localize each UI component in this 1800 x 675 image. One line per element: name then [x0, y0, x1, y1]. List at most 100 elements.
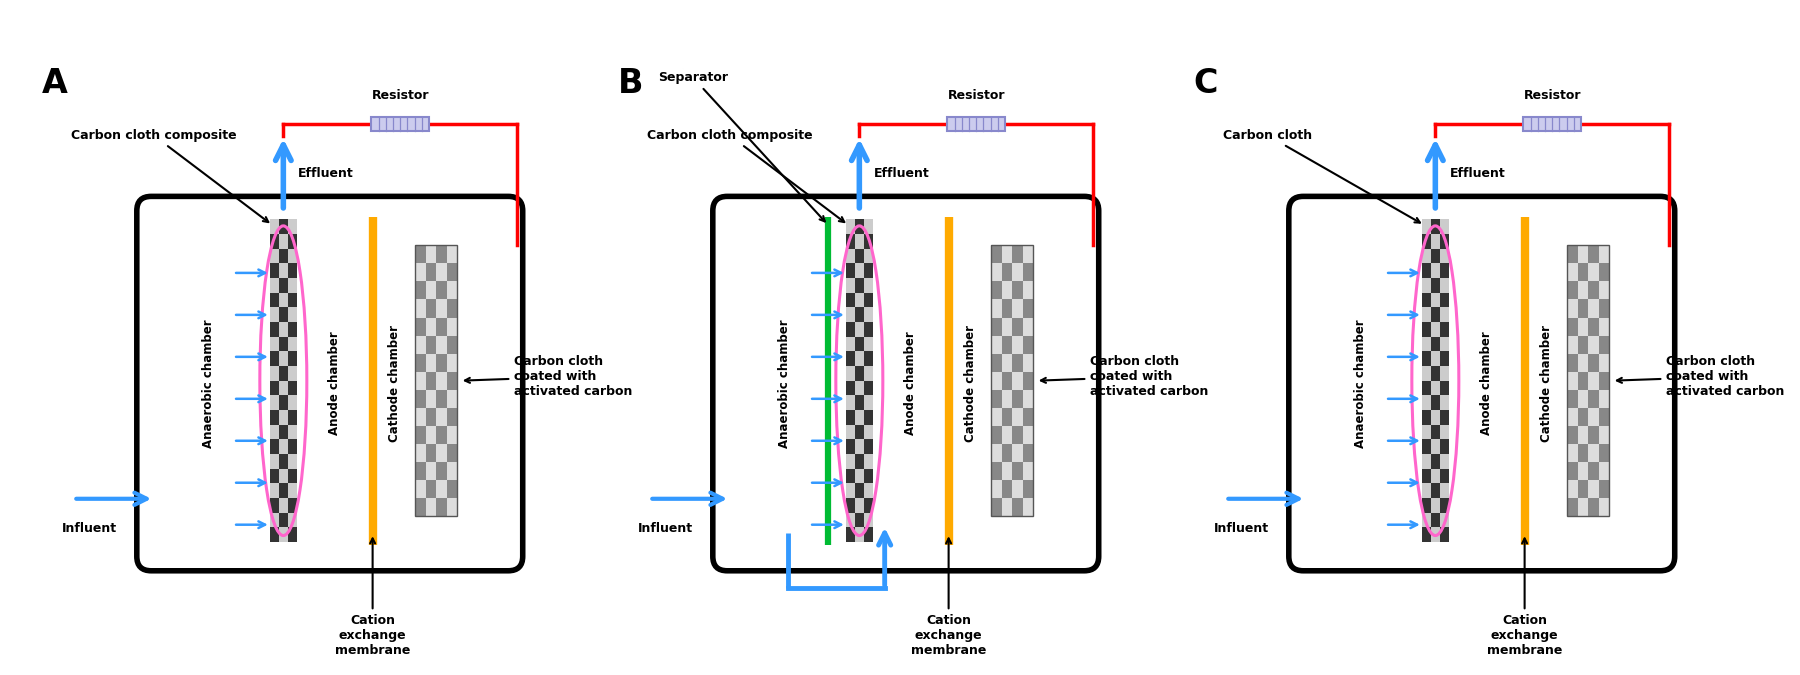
Bar — [1431, 425, 1440, 439]
Bar — [1012, 408, 1022, 426]
Bar — [855, 249, 864, 263]
Bar — [1422, 337, 1431, 352]
Bar — [1012, 317, 1022, 335]
Bar — [1422, 366, 1431, 381]
Bar — [436, 263, 446, 281]
Bar — [416, 263, 427, 281]
Bar — [279, 454, 288, 468]
Bar — [1598, 444, 1609, 462]
Bar — [1431, 381, 1440, 396]
Bar — [1431, 263, 1440, 278]
Bar — [846, 366, 855, 381]
Bar — [846, 263, 855, 278]
FancyBboxPatch shape — [1289, 196, 1674, 571]
Bar — [1422, 527, 1431, 542]
Bar — [1431, 439, 1440, 454]
Bar — [1022, 263, 1033, 281]
Bar — [416, 281, 427, 300]
Bar — [279, 249, 288, 263]
Bar — [1568, 498, 1579, 516]
Text: C: C — [1193, 67, 1219, 100]
Bar — [288, 454, 297, 468]
Bar — [446, 408, 457, 426]
Bar — [270, 307, 279, 322]
Bar — [416, 300, 427, 317]
Bar — [1588, 281, 1598, 300]
Bar — [1003, 498, 1012, 516]
Bar — [992, 300, 1003, 317]
Bar — [279, 483, 288, 498]
Bar — [864, 425, 873, 439]
Bar — [992, 408, 1003, 426]
Bar — [1568, 372, 1579, 389]
Bar — [1440, 307, 1449, 322]
Bar — [416, 480, 427, 498]
Bar — [288, 425, 297, 439]
Bar — [416, 354, 427, 372]
Bar — [846, 278, 855, 293]
Bar — [1431, 366, 1440, 381]
Bar — [855, 396, 864, 410]
Bar — [1598, 354, 1609, 372]
Bar — [992, 444, 1003, 462]
Bar — [1431, 293, 1440, 307]
Bar — [270, 425, 279, 439]
Bar — [846, 234, 855, 249]
Bar — [1440, 454, 1449, 468]
Bar — [1440, 527, 1449, 542]
Bar — [1022, 300, 1033, 317]
Bar — [1003, 389, 1012, 408]
Bar — [1003, 281, 1012, 300]
Bar — [1598, 389, 1609, 408]
Bar — [992, 462, 1003, 480]
Bar — [1440, 366, 1449, 381]
Bar — [1422, 219, 1431, 234]
Text: Anaerobic chamber: Anaerobic chamber — [778, 319, 790, 448]
Bar — [279, 410, 288, 425]
Bar — [1598, 245, 1609, 263]
Bar — [416, 426, 427, 444]
Bar — [279, 307, 288, 322]
Bar — [992, 281, 1003, 300]
Bar — [1422, 425, 1431, 439]
Bar — [288, 468, 297, 483]
Bar — [1431, 249, 1440, 263]
Bar — [1422, 483, 1431, 498]
Bar — [288, 527, 297, 542]
Bar — [1579, 300, 1588, 317]
Bar — [1579, 317, 1588, 335]
Bar — [1598, 426, 1609, 444]
Bar — [855, 337, 864, 352]
Bar — [1003, 245, 1012, 263]
Text: Cathode chamber: Cathode chamber — [1539, 325, 1553, 442]
Bar — [279, 468, 288, 483]
Bar — [1012, 335, 1022, 354]
Bar — [288, 293, 297, 307]
Bar — [436, 462, 446, 480]
Bar — [864, 234, 873, 249]
Text: Influent: Influent — [1213, 522, 1269, 535]
Bar — [436, 300, 446, 317]
Bar — [864, 527, 873, 542]
Bar — [427, 317, 436, 335]
FancyBboxPatch shape — [947, 117, 1004, 132]
Bar — [1431, 337, 1440, 352]
Bar — [1431, 454, 1440, 468]
Bar — [416, 498, 427, 516]
Bar — [1440, 337, 1449, 352]
Bar — [855, 322, 864, 337]
Bar — [436, 317, 446, 335]
Bar — [279, 219, 288, 234]
Bar — [288, 337, 297, 352]
Bar — [1579, 281, 1588, 300]
Bar — [1588, 389, 1598, 408]
Bar — [855, 425, 864, 439]
Bar — [279, 263, 288, 278]
Bar — [1003, 300, 1012, 317]
Bar — [864, 293, 873, 307]
Bar — [270, 219, 279, 234]
Bar — [846, 439, 855, 454]
Bar — [1440, 249, 1449, 263]
Bar — [1431, 322, 1440, 337]
Bar — [1440, 219, 1449, 234]
